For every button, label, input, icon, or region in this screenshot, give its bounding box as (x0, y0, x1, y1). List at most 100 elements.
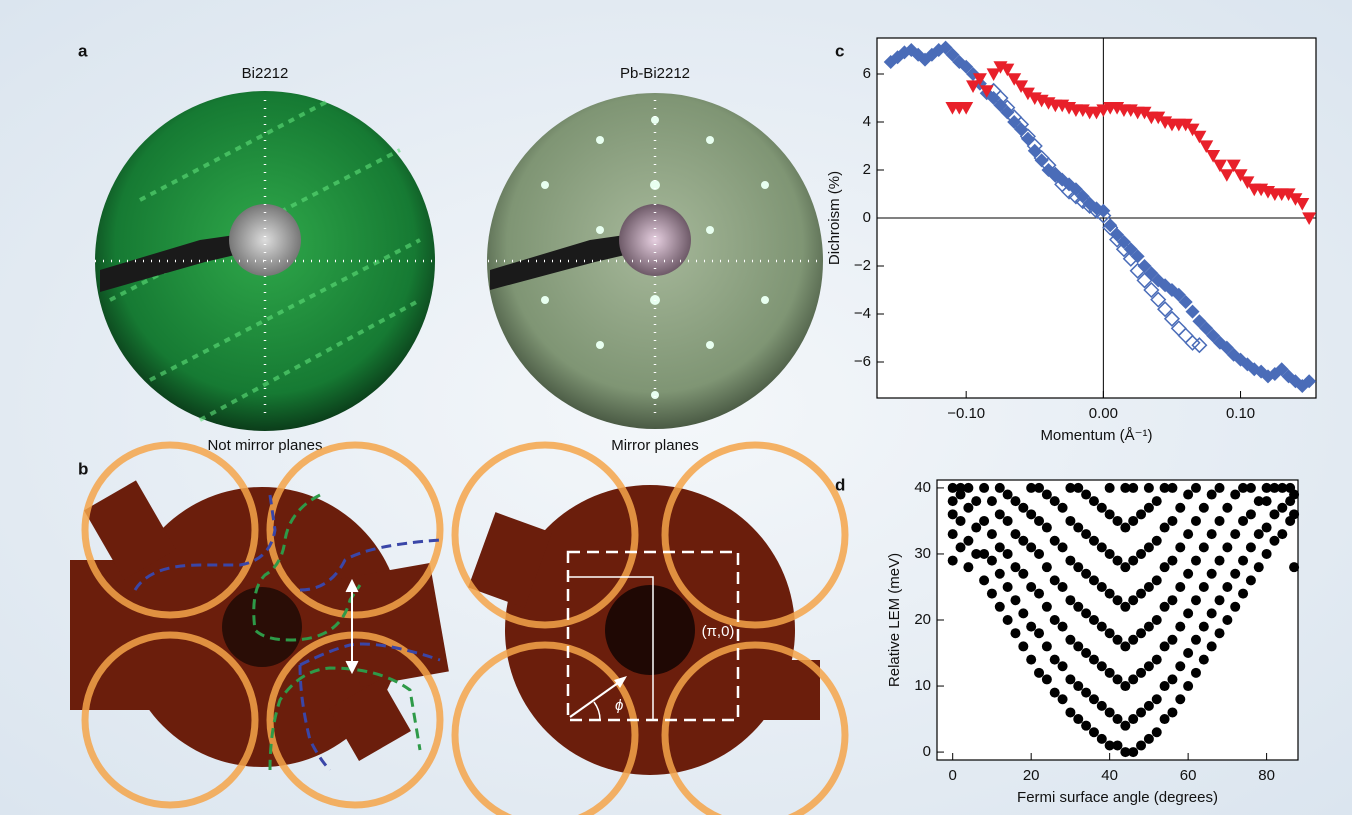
point (1097, 582, 1107, 592)
x-tick-label: 0 (949, 767, 957, 784)
point (1175, 694, 1185, 704)
image-caption: Mirror planes (611, 437, 699, 454)
point (1105, 483, 1115, 493)
point (1120, 602, 1130, 612)
point (1058, 503, 1068, 513)
point (1160, 641, 1170, 651)
point (1113, 740, 1123, 750)
point (1089, 655, 1099, 665)
point (1120, 641, 1130, 651)
point (1073, 641, 1083, 651)
point (1152, 496, 1162, 506)
point (1042, 562, 1052, 572)
point (1191, 635, 1201, 645)
point (1152, 615, 1162, 625)
point (1065, 674, 1075, 684)
y-tick-label: 0 (863, 209, 871, 226)
point (1081, 721, 1091, 731)
point (1254, 562, 1264, 572)
point (1018, 641, 1028, 651)
point (1010, 562, 1020, 572)
point (1034, 483, 1044, 493)
point (1003, 490, 1013, 500)
point (1175, 661, 1185, 671)
y-tick-label: 10 (914, 677, 931, 694)
point (1113, 635, 1123, 645)
point (1050, 575, 1060, 585)
point (1152, 575, 1162, 585)
point (995, 569, 1005, 579)
point (1073, 714, 1083, 724)
y-tick-label: 6 (863, 65, 871, 82)
point (1289, 562, 1299, 572)
y-axis-label: Dichroism (%) (826, 171, 843, 265)
point (1081, 529, 1091, 539)
point (1128, 747, 1138, 757)
point (1105, 668, 1115, 678)
y-tick-label: −6 (854, 353, 871, 370)
point (1050, 615, 1060, 625)
point (1050, 655, 1060, 665)
point (1089, 694, 1099, 704)
point (1191, 595, 1201, 605)
point (1136, 707, 1146, 717)
point (1065, 516, 1075, 526)
point (1183, 569, 1193, 579)
point (1128, 595, 1138, 605)
point (963, 536, 973, 546)
y-tick-label: −4 (854, 305, 871, 322)
point (1152, 536, 1162, 546)
point (1089, 727, 1099, 737)
point (1058, 661, 1068, 671)
point (1207, 641, 1217, 651)
point (1238, 589, 1248, 599)
point (1199, 582, 1209, 592)
point (1018, 503, 1028, 513)
leed-image (95, 91, 435, 431)
point (979, 483, 989, 493)
point (1105, 707, 1115, 717)
point (1175, 622, 1185, 632)
point (1175, 582, 1185, 592)
point (1144, 661, 1154, 671)
point (1262, 523, 1272, 533)
point (1128, 635, 1138, 645)
y-tick-label: 30 (914, 545, 931, 562)
point (1081, 608, 1091, 618)
point (1144, 582, 1154, 592)
point (1167, 556, 1177, 566)
point (1238, 516, 1248, 526)
point (1010, 595, 1020, 605)
point (1136, 740, 1146, 750)
point (1144, 701, 1154, 711)
point (1246, 542, 1256, 552)
point (1238, 556, 1248, 566)
point (1058, 542, 1068, 552)
point (948, 509, 958, 519)
point (1097, 661, 1107, 671)
point (1042, 523, 1052, 533)
point (1050, 536, 1060, 546)
x-tick-label: −0.10 (947, 405, 985, 422)
point (1269, 536, 1279, 546)
point (1018, 569, 1028, 579)
point (1254, 529, 1264, 539)
y-tick-label: 4 (863, 113, 871, 130)
point (1183, 648, 1193, 658)
point (1081, 688, 1091, 698)
point (1089, 575, 1099, 585)
point (1199, 503, 1209, 513)
point (1003, 549, 1013, 559)
point (979, 516, 989, 526)
point (1144, 734, 1154, 744)
point (1277, 503, 1287, 513)
panel-label: d (835, 475, 845, 494)
point (1128, 556, 1138, 566)
panel-label: b (78, 459, 88, 478)
point (1026, 542, 1036, 552)
point (1175, 542, 1185, 552)
point (1050, 496, 1060, 506)
point (1105, 589, 1115, 599)
point (1199, 622, 1209, 632)
point (1050, 688, 1060, 698)
